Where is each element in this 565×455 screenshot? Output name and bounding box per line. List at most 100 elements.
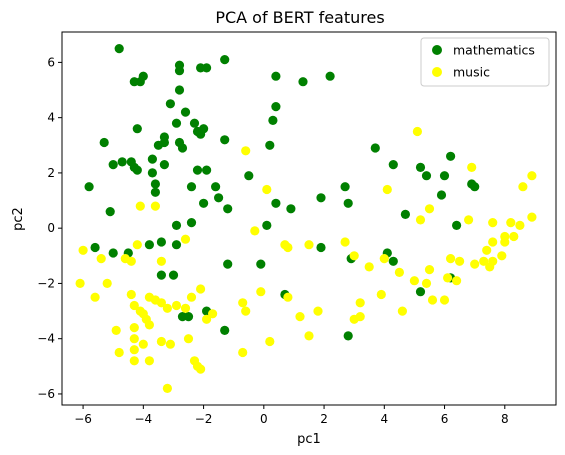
data-point-mathematics bbox=[105, 207, 115, 217]
data-point-music bbox=[162, 383, 172, 393]
data-point-music bbox=[509, 231, 519, 242]
data-point-mathematics bbox=[340, 182, 350, 192]
data-point-music bbox=[527, 171, 537, 181]
y-tick-label: 0 bbox=[47, 221, 55, 235]
data-point-music bbox=[376, 289, 386, 300]
data-point-mathematics bbox=[171, 118, 182, 128]
data-point-music bbox=[256, 287, 266, 297]
data-point-mathematics bbox=[452, 220, 462, 230]
data-point-music bbox=[180, 303, 191, 313]
data-point-music bbox=[202, 314, 212, 324]
data-point-mathematics bbox=[90, 242, 100, 253]
data-point-music bbox=[455, 256, 465, 266]
data-point-music bbox=[295, 312, 305, 322]
data-point-music bbox=[129, 356, 139, 366]
data-point-music bbox=[283, 292, 293, 302]
data-point-mathematics bbox=[117, 157, 127, 167]
chart-title: PCA of BERT features bbox=[215, 8, 384, 27]
data-point-mathematics bbox=[316, 193, 326, 203]
data-point-mathematics bbox=[150, 187, 160, 197]
data-point-music bbox=[129, 345, 139, 355]
data-point-music bbox=[379, 254, 389, 264]
data-point-mathematics bbox=[271, 71, 281, 81]
data-point-music bbox=[283, 242, 293, 253]
data-point-mathematics bbox=[177, 143, 188, 153]
data-point-mathematics bbox=[343, 331, 353, 341]
data-point-mathematics bbox=[150, 179, 160, 189]
data-point-mathematics bbox=[189, 118, 200, 128]
data-point-music bbox=[102, 278, 112, 288]
data-point-music bbox=[488, 237, 498, 247]
data-point-mathematics bbox=[220, 55, 230, 65]
data-point-mathematics bbox=[108, 160, 118, 170]
data-point-mathematics bbox=[132, 124, 142, 134]
data-point-mathematics bbox=[211, 182, 221, 192]
data-point-music bbox=[129, 300, 139, 311]
data-point-music bbox=[186, 292, 197, 302]
data-point-music bbox=[349, 251, 359, 261]
data-point-mathematics bbox=[147, 154, 157, 164]
data-point-music bbox=[241, 146, 251, 156]
data-point-mathematics bbox=[220, 325, 230, 335]
data-point-music bbox=[446, 254, 456, 264]
data-point-mathematics bbox=[156, 270, 166, 280]
data-point-mathematics bbox=[114, 44, 124, 54]
data-point-music bbox=[394, 267, 404, 277]
data-point-music bbox=[382, 184, 392, 195]
data-point-mathematics bbox=[183, 312, 194, 322]
data-point-music bbox=[349, 314, 359, 324]
series-mathematics bbox=[84, 44, 480, 341]
data-point-music bbox=[415, 215, 426, 225]
data-point-mathematics bbox=[271, 102, 281, 112]
data-point-mathematics bbox=[268, 115, 278, 125]
data-point-music bbox=[156, 298, 166, 308]
data-point-music bbox=[111, 325, 121, 335]
y-tick-label: 4 bbox=[47, 111, 55, 125]
data-point-music bbox=[126, 256, 136, 266]
data-point-mathematics bbox=[147, 168, 157, 178]
data-point-music bbox=[150, 201, 160, 211]
y-tick-label: −4 bbox=[37, 332, 55, 346]
data-point-mathematics bbox=[223, 204, 233, 214]
data-point-mathematics bbox=[168, 270, 179, 280]
legend-marker-mathematics bbox=[432, 45, 442, 55]
data-point-mathematics bbox=[159, 137, 169, 148]
legend-label-music: music bbox=[453, 65, 490, 80]
data-point-mathematics bbox=[196, 129, 206, 139]
data-point-music bbox=[156, 256, 166, 266]
y-axis-label: pc2 bbox=[11, 207, 26, 231]
data-point-mathematics bbox=[174, 85, 185, 95]
data-point-mathematics bbox=[415, 287, 426, 297]
data-point-music bbox=[144, 320, 154, 330]
data-point-music bbox=[208, 309, 218, 319]
data-point-music bbox=[265, 336, 275, 347]
points-layer bbox=[75, 44, 537, 393]
data-point-music bbox=[238, 298, 248, 308]
y-tick-label: −2 bbox=[37, 276, 55, 290]
data-point-mathematics bbox=[316, 242, 326, 253]
data-point-mathematics bbox=[298, 77, 308, 87]
data-point-music bbox=[75, 278, 85, 288]
x-axis-label: pc1 bbox=[297, 432, 321, 447]
data-point-mathematics bbox=[271, 198, 281, 208]
data-point-music bbox=[138, 339, 148, 349]
data-point-mathematics bbox=[165, 99, 175, 109]
data-point-music bbox=[464, 215, 474, 225]
data-point-music bbox=[156, 336, 166, 347]
x-tick-label: 0 bbox=[260, 412, 268, 426]
data-point-mathematics bbox=[220, 135, 230, 145]
legend-label-mathematics: mathematics bbox=[453, 43, 535, 58]
data-point-music bbox=[180, 234, 191, 244]
data-point-music bbox=[165, 339, 175, 349]
data-point-mathematics bbox=[286, 204, 296, 214]
data-point-mathematics bbox=[439, 171, 450, 181]
data-point-music bbox=[479, 256, 489, 266]
data-point-mathematics bbox=[262, 220, 272, 230]
data-point-music bbox=[304, 240, 314, 250]
data-point-mathematics bbox=[186, 182, 197, 192]
data-point-mathematics bbox=[156, 237, 166, 247]
data-point-music bbox=[313, 306, 323, 316]
legend: mathematics music bbox=[420, 37, 550, 87]
data-point-mathematics bbox=[388, 256, 398, 266]
